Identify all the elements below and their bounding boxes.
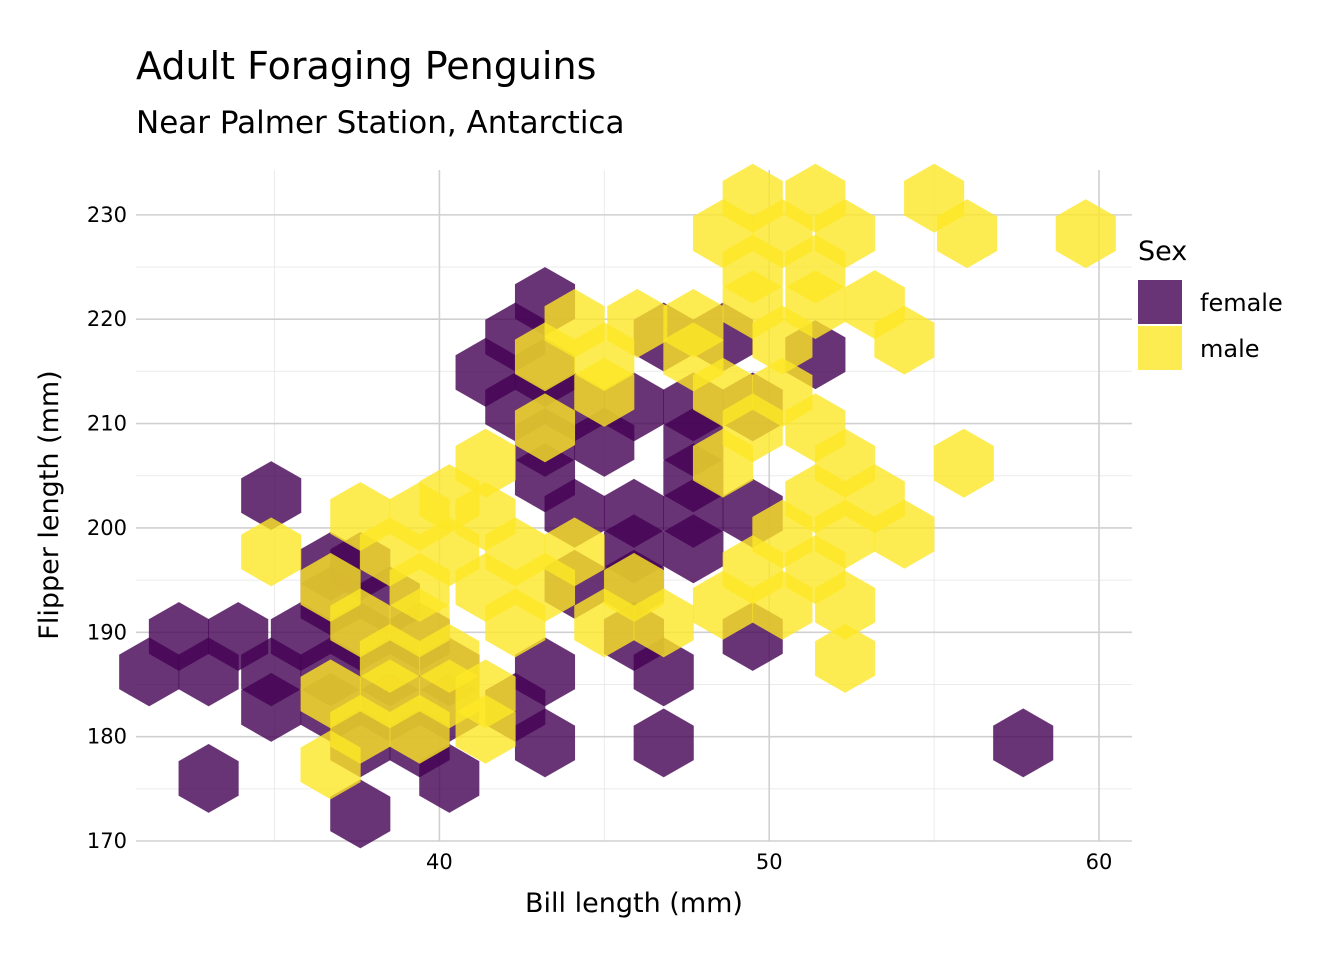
y-tick-label: 200 <box>87 516 127 540</box>
hexbin-male <box>389 694 450 764</box>
hexbin-female <box>663 514 724 584</box>
hexbin-female <box>178 743 239 814</box>
hexbin-female <box>633 637 694 707</box>
y-tick-label: 190 <box>87 620 127 644</box>
legend-label-male: male <box>1200 335 1260 363</box>
x-axis-ticks: 40 50 60 <box>426 850 1112 874</box>
hexbin-male <box>874 305 935 375</box>
y-axis-ticks: 170 180 190 200 210 220 230 <box>87 203 127 853</box>
hexbin-male <box>240 517 302 587</box>
x-tick-label: 40 <box>426 850 453 874</box>
y-tick-label: 170 <box>87 829 127 853</box>
hex-layer <box>118 163 1117 849</box>
x-tick-label: 60 <box>1086 850 1113 874</box>
legend-label-female: female <box>1200 289 1283 317</box>
legend-swatch-female <box>1138 280 1182 324</box>
hexbin-male <box>933 428 995 498</box>
hexbin-female <box>633 708 694 778</box>
chart-subtitle: Near Palmer Station, Antarctica <box>136 105 624 141</box>
chart-title: Adult Foraging Penguins <box>136 44 596 88</box>
y-tick-label: 180 <box>87 725 127 749</box>
hexbin-male <box>633 588 694 658</box>
hexbin-male <box>455 694 516 764</box>
hexbin-male <box>514 393 576 463</box>
hexbin-male <box>300 730 361 800</box>
hexbin-male <box>752 570 813 640</box>
legend-swatch-male <box>1138 326 1182 370</box>
hexbin-male <box>814 623 876 694</box>
x-tick-label: 50 <box>756 850 783 874</box>
legend: Sex female male <box>1138 236 1283 370</box>
y-tick-label: 220 <box>87 307 127 331</box>
hexbin-male <box>936 199 998 269</box>
x-axis-title: Bill length (mm) <box>525 888 743 919</box>
hexbin-male <box>874 499 935 569</box>
hexbin-male <box>485 588 546 658</box>
hexbin-male <box>574 357 635 427</box>
y-tick-label: 210 <box>87 412 127 436</box>
hexbin-male <box>692 428 754 498</box>
hexbin-female <box>178 637 239 707</box>
y-axis-title: Flipper length (mm) <box>34 370 65 639</box>
y-tick-label: 230 <box>87 203 127 227</box>
hexbin-female <box>992 708 1054 778</box>
hexbin-male <box>1055 199 1117 269</box>
legend-title: Sex <box>1138 236 1187 267</box>
